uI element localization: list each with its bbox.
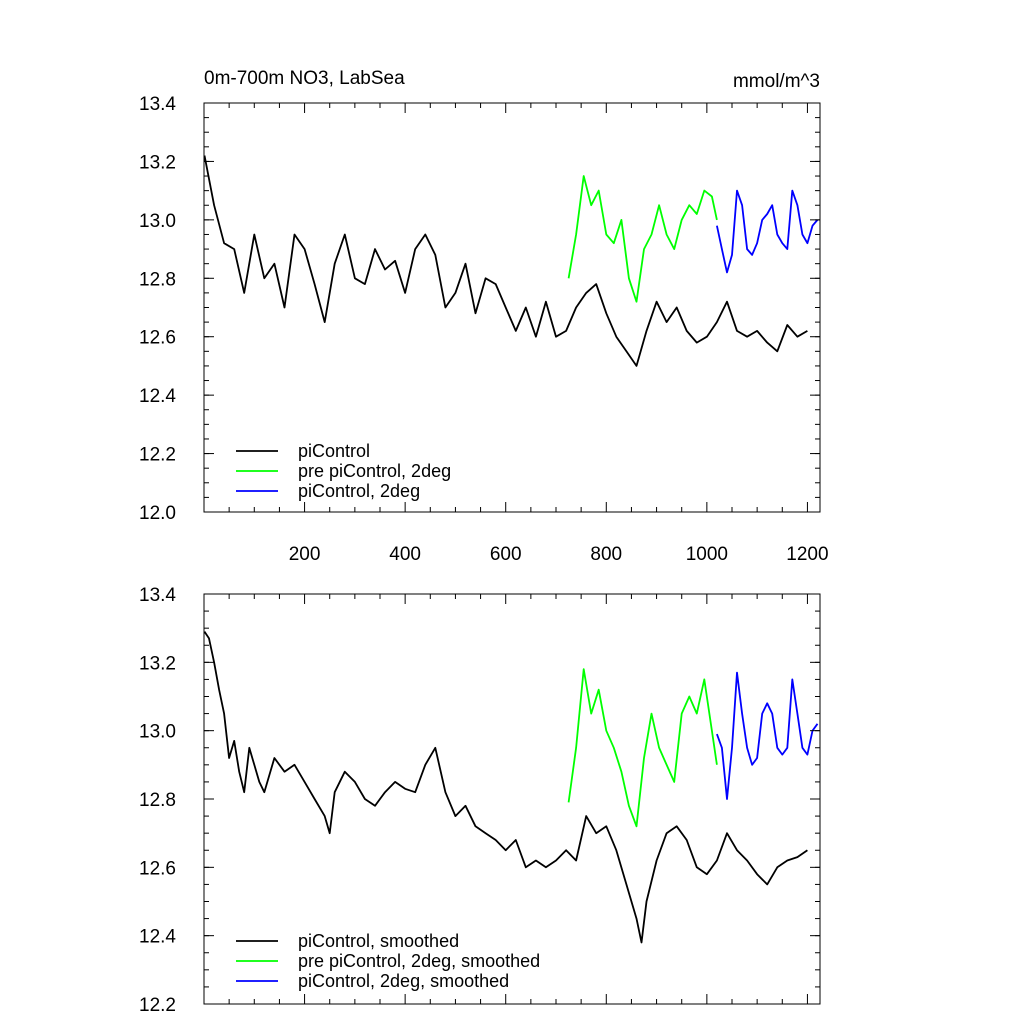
y-tick-label: 13.0: [139, 722, 176, 743]
series-line-pre-picontrol-2deg: [567, 175, 718, 303]
y-tick-label: 13.0: [139, 211, 176, 232]
top-plot-frame: [203, 102, 821, 513]
bottom-panel: 12.2 12.4 12.6 12.8 13.0 13.2 13.4 piControl, …: [139, 585, 821, 1016]
x-tick-label: 1200: [786, 544, 828, 565]
y-tick-label: 13.2: [139, 653, 176, 674]
bottom-ticks-group: 12.2 12.4 12.6 12.8 13.0 13.2 13.4: [139, 585, 820, 1016]
series-line-picontrol-smoothed: [203, 631, 808, 944]
series-line-pre-picontrol-2deg-smoothed: [567, 668, 718, 828]
legend-label-pre-picontrol-2deg: pre piControl, 2deg: [298, 461, 451, 481]
y-tick-label: 12.6: [139, 328, 176, 349]
top-series-group: [203, 155, 819, 367]
y-tick-label: 13.4: [139, 585, 176, 606]
bottom-series-group: [203, 631, 819, 944]
y-tick-label: 13.2: [139, 152, 176, 173]
legend-label-pre-picontrol-2deg-smoothed: pre piControl, 2deg, smoothed: [298, 951, 540, 971]
legend-label-picontrol: piControl: [298, 441, 370, 461]
chart-title: 0m-700m NO3, LabSea: [204, 68, 405, 89]
x-tick-label: 600: [490, 544, 522, 565]
legend-label-picontrol-2deg: piControl, 2deg: [298, 481, 420, 501]
y-tick-label: 12.2: [139, 445, 176, 466]
y-tick-label: 12.6: [139, 858, 176, 879]
x-tick-label: 800: [590, 544, 622, 565]
series-line-picontrol-2deg-smoothed: [716, 671, 819, 800]
x-tick-label: 400: [389, 544, 421, 565]
x-tick-label: 200: [289, 544, 321, 565]
series-line-picontrol: [203, 155, 808, 367]
y-tick-label: 13.4: [139, 94, 176, 115]
x-tick-label: 1000: [686, 544, 728, 565]
y-tick-label: 12.4: [139, 927, 176, 948]
y-tick-label: 12.8: [139, 269, 176, 290]
series-line-picontrol-2deg: [716, 189, 819, 274]
legend-label-picontrol-2deg-smoothed: piControl, 2deg, smoothed: [298, 971, 509, 991]
top-ticks-group: 12.0 12.2 12.4 12.6 12.8 13.0 13.2 13.4 200 400 60…: [139, 94, 829, 565]
y-tick-label: 12.8: [139, 790, 176, 811]
y-tick-label: 12.0: [139, 503, 176, 524]
y-tick-label: 12.2: [139, 995, 176, 1016]
y-tick-label: 12.4: [139, 386, 176, 407]
units-label: mmol/m^3: [733, 71, 820, 92]
top-panel: 0m-700m NO3, LabSea mmol/m^3 12.012.212.…: [139, 68, 829, 565]
legend-label-picontrol-smoothed: piControl, smoothed: [298, 931, 459, 951]
